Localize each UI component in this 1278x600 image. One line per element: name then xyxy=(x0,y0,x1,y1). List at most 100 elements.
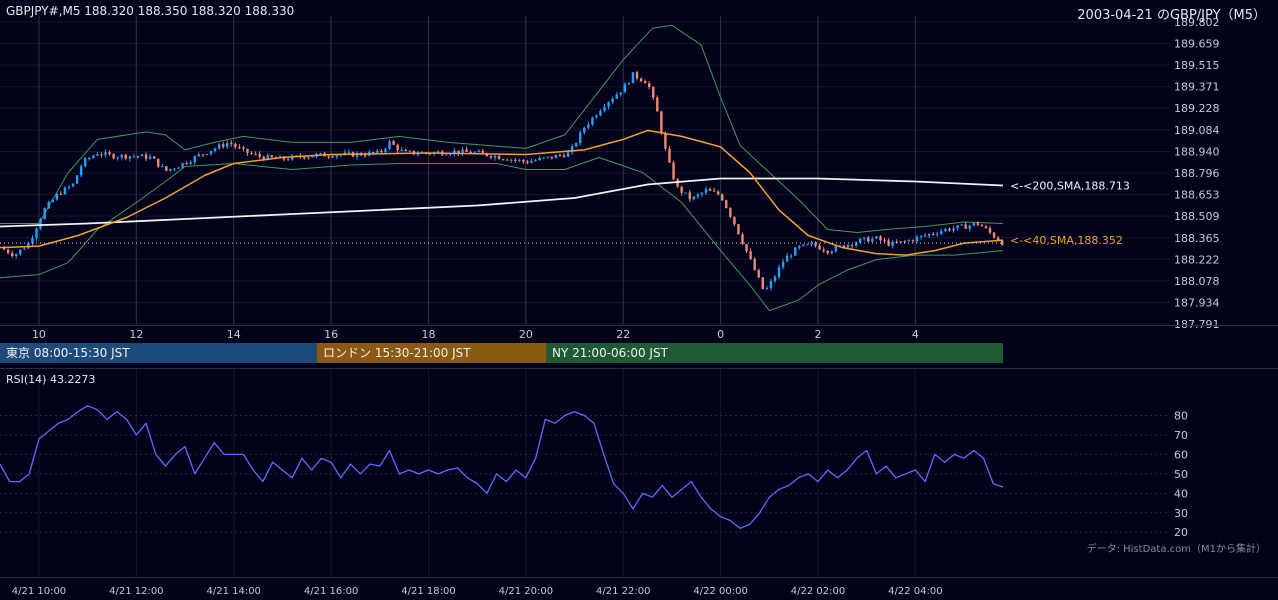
rsi-tick-label: 40 xyxy=(1174,487,1188,500)
candle-body xyxy=(538,157,541,161)
time-tick-label: 20 xyxy=(519,328,533,341)
candle-body xyxy=(2,247,6,250)
candle-body xyxy=(818,245,821,250)
sma40-label: <-<40,SMA,188.352 xyxy=(1010,234,1123,247)
candle-body xyxy=(765,288,769,290)
candle-body xyxy=(169,169,172,171)
candle-body xyxy=(615,94,618,99)
candle-body xyxy=(822,249,825,251)
candle-body xyxy=(830,251,833,254)
candle-body xyxy=(798,245,801,248)
candle-body xyxy=(688,192,691,200)
candle-body xyxy=(911,240,915,242)
candle-body xyxy=(262,156,265,160)
price-tick-label: 188.078 xyxy=(1174,275,1220,288)
candle-body xyxy=(384,148,387,153)
candle-body xyxy=(510,159,513,161)
candle-body xyxy=(35,228,38,239)
candle-body xyxy=(437,151,440,153)
candle-body xyxy=(948,228,951,231)
candle-body xyxy=(457,150,460,154)
candle-body xyxy=(242,147,245,149)
candle-body xyxy=(790,255,793,257)
candle-body xyxy=(761,277,764,289)
candle-body xyxy=(453,150,456,154)
candle-body xyxy=(303,157,306,159)
candle-body xyxy=(343,152,347,155)
candle-body xyxy=(372,152,375,154)
time-tick-label: 0 xyxy=(717,328,724,341)
candle-body xyxy=(554,154,558,159)
candle-body xyxy=(75,175,79,184)
candle-body xyxy=(895,241,898,243)
candle-body xyxy=(416,153,420,155)
candle-body xyxy=(270,155,274,158)
rsi-time-label: 4/21 22:00 xyxy=(596,586,650,597)
price-tick-label: 187.791 xyxy=(1174,318,1220,331)
candle-body xyxy=(209,150,213,155)
candle-body xyxy=(161,166,164,168)
candle-body xyxy=(696,194,700,197)
candle-body xyxy=(587,124,590,128)
candle-body xyxy=(63,187,67,195)
candle-body xyxy=(769,281,773,289)
candle-body xyxy=(664,133,667,149)
candle-body xyxy=(944,228,947,232)
candle-body xyxy=(6,249,10,254)
price-tick-label: 188.796 xyxy=(1174,167,1220,180)
candle-body xyxy=(603,106,606,111)
candle-body xyxy=(757,270,760,278)
candle-body xyxy=(777,267,781,277)
candle-body xyxy=(307,157,310,159)
candle-body xyxy=(660,111,663,134)
candle-body xyxy=(550,156,554,159)
candle-body xyxy=(124,154,127,159)
time-axis-separator xyxy=(0,577,1278,578)
candle-body xyxy=(871,238,874,242)
price-tick-label: 187.934 xyxy=(1174,297,1220,310)
candle-body xyxy=(725,200,728,209)
candle-body xyxy=(591,117,594,125)
candle-body xyxy=(936,233,939,235)
candle-body xyxy=(773,276,777,282)
candle-body xyxy=(51,199,54,202)
candle-body xyxy=(230,143,233,145)
rsi-tick-label: 80 xyxy=(1174,410,1188,423)
sma200-label: <-<200,SMA,188.713 xyxy=(1010,180,1130,193)
candle-body xyxy=(802,244,805,246)
candle-body xyxy=(185,163,188,165)
candle-body xyxy=(505,159,509,161)
candle-body xyxy=(258,153,261,157)
time-tick-label: 12 xyxy=(129,328,143,341)
candle-body xyxy=(530,161,533,163)
rsi-time-label: 4/21 14:00 xyxy=(206,586,260,597)
candle-body xyxy=(810,243,813,245)
candle-body xyxy=(988,228,992,233)
candle-body xyxy=(10,253,14,257)
price-tick-label: 189.371 xyxy=(1174,81,1220,94)
candle-body xyxy=(712,190,716,192)
candle-body xyxy=(854,242,858,246)
candle-body xyxy=(92,155,95,158)
candle-body xyxy=(708,189,712,191)
candle-body xyxy=(481,150,485,154)
candle-body xyxy=(814,243,817,246)
candle-body xyxy=(19,249,22,255)
candle-body xyxy=(173,168,176,170)
candle-body xyxy=(794,247,797,256)
candle-body xyxy=(43,208,46,219)
candle-body xyxy=(104,152,107,155)
candle-body xyxy=(635,72,639,79)
candle-body xyxy=(234,144,237,147)
price-tick-label: 188.365 xyxy=(1174,232,1220,245)
candle-body xyxy=(976,223,980,225)
candle-body xyxy=(465,149,468,152)
candle-body xyxy=(607,102,610,107)
candle-body xyxy=(619,92,622,95)
rsi-tick-label: 50 xyxy=(1174,468,1188,481)
candle-body xyxy=(846,244,850,248)
candle-body xyxy=(522,159,525,162)
time-tick-label: 14 xyxy=(227,328,241,341)
candle-body xyxy=(392,141,395,145)
